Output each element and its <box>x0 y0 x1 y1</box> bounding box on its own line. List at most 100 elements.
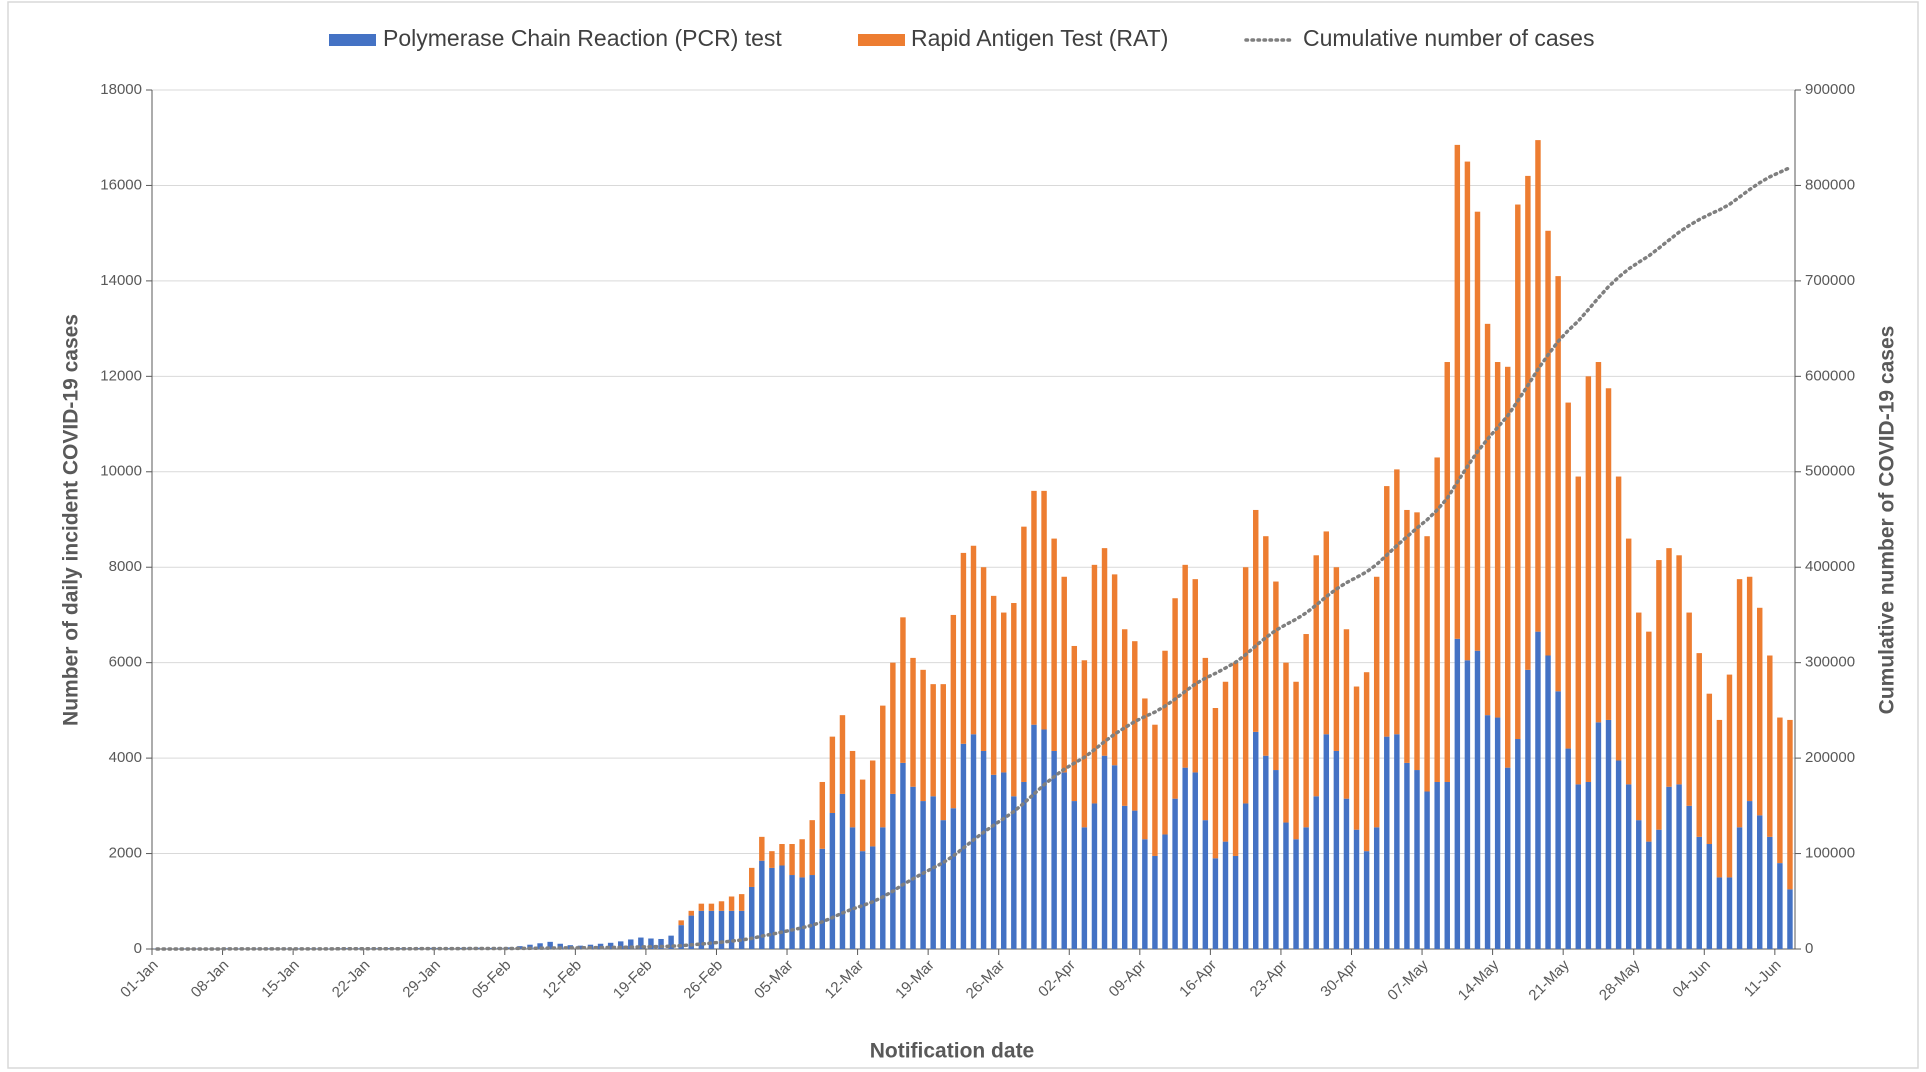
y-tick-label: 0 <box>134 940 142 957</box>
bar <box>849 750 856 828</box>
bar <box>1595 722 1602 949</box>
bar <box>829 812 836 949</box>
legend-swatch <box>858 34 905 46</box>
bar <box>1726 674 1733 878</box>
bar <box>718 910 725 949</box>
bar <box>1756 815 1763 949</box>
bar <box>1494 362 1501 718</box>
bar <box>688 915 694 949</box>
bar <box>1605 719 1612 949</box>
bar <box>1777 717 1783 864</box>
bar <box>1051 538 1057 751</box>
bar <box>789 875 795 949</box>
bar <box>698 903 705 911</box>
bar <box>1575 476 1582 785</box>
bar <box>1081 660 1088 828</box>
bar <box>759 836 765 861</box>
y-axis-title: Number of daily incident COVID-19 cases <box>60 314 83 726</box>
y-tick-label: 18000 <box>100 81 142 98</box>
bar <box>769 851 775 868</box>
bar <box>1132 641 1138 811</box>
bar <box>1343 798 1350 949</box>
y2-tick-label: 0 <box>1805 940 1813 957</box>
bar <box>1111 574 1118 766</box>
bar <box>1666 786 1672 949</box>
bar <box>648 938 654 949</box>
bar <box>1132 810 1138 949</box>
bar <box>859 779 866 852</box>
bar <box>1756 607 1763 816</box>
bar <box>1454 638 1461 949</box>
bar <box>708 903 715 911</box>
bar <box>1565 402 1571 749</box>
bar <box>900 617 906 763</box>
bar <box>1545 655 1551 949</box>
bar <box>1656 829 1662 949</box>
bar <box>1091 564 1098 804</box>
bar <box>678 925 684 949</box>
bar <box>940 684 946 821</box>
bar <box>1031 490 1037 725</box>
y-tick-label: 10000 <box>100 463 142 480</box>
y2-tick-label: 200000 <box>1805 749 1855 766</box>
bar <box>1424 536 1430 792</box>
bar <box>1585 376 1592 782</box>
bar <box>668 935 674 949</box>
y-tick-label: 6000 <box>109 654 142 671</box>
bar <box>1031 724 1037 949</box>
bar <box>910 786 916 949</box>
bar <box>869 846 876 949</box>
bar <box>1424 791 1430 949</box>
bar <box>1605 388 1612 720</box>
bar <box>749 867 755 887</box>
bar <box>1434 781 1440 949</box>
bar <box>1444 781 1450 949</box>
bar <box>839 793 846 949</box>
bar <box>1615 760 1622 949</box>
bar <box>1283 822 1289 949</box>
bar <box>1716 719 1723 878</box>
bar <box>1041 490 1047 730</box>
bar <box>1706 693 1713 845</box>
bar <box>1283 662 1289 823</box>
bar <box>1555 276 1561 692</box>
bar <box>718 901 725 911</box>
bar <box>607 942 614 949</box>
bar <box>930 684 936 797</box>
bar <box>1394 734 1400 949</box>
legend-swatch <box>329 34 376 46</box>
bar <box>1615 476 1622 761</box>
bar <box>1101 548 1108 756</box>
bar <box>1011 603 1017 797</box>
bar <box>839 715 846 794</box>
bar <box>1242 803 1249 949</box>
bar <box>920 801 926 949</box>
bar <box>728 910 735 949</box>
bar <box>1525 669 1531 949</box>
bar <box>1363 672 1370 852</box>
bar <box>1706 844 1713 949</box>
y-tick-label: 8000 <box>109 558 142 575</box>
bar <box>829 736 836 813</box>
bar <box>1736 579 1743 828</box>
bar <box>1061 772 1067 949</box>
bar <box>1162 834 1168 949</box>
bar <box>1253 509 1259 732</box>
bar <box>537 943 543 949</box>
bar <box>1232 662 1239 856</box>
bar <box>1253 731 1259 949</box>
bar <box>638 937 644 949</box>
bar <box>1182 564 1188 768</box>
bar <box>1464 660 1471 949</box>
bar <box>1767 836 1773 949</box>
bar <box>1001 772 1007 949</box>
bar <box>1474 211 1481 651</box>
legend-label: Polymerase Chain Reaction (PCR) test <box>383 25 782 51</box>
y2-axis-title: Cumulative number of COVID-19 cases <box>1876 326 1899 715</box>
bar <box>980 567 987 751</box>
bar <box>1394 469 1400 735</box>
bar <box>1746 801 1753 949</box>
bar <box>880 827 886 949</box>
bar <box>1595 362 1602 723</box>
